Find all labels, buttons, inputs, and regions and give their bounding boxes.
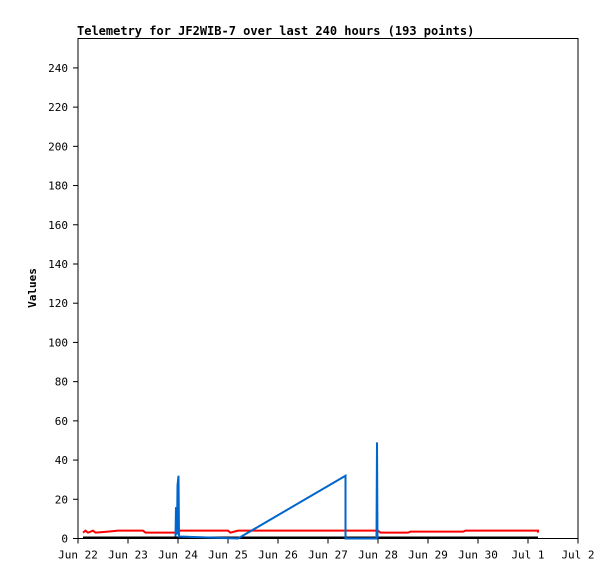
y-tick-label: 240	[48, 62, 68, 75]
y-tick-label: 0	[61, 533, 68, 546]
plot-frame	[77, 38, 579, 539]
chart-title: Telemetry for JF2WIB-7 over last 240 hou…	[77, 24, 474, 38]
y-tick-label: 120	[48, 297, 68, 310]
x-tick-label: Jun 25	[208, 549, 248, 562]
y-tick-label: 220	[48, 101, 68, 114]
x-tick-label: Jun 22	[58, 549, 98, 562]
y-axis: 0 20 40 60 80 100 120 140 160 180 200 220 240	[48, 62, 78, 546]
y-tick-label: 40	[55, 454, 68, 467]
series-3-line	[174, 442, 379, 540]
y-tick-label: 80	[55, 376, 68, 389]
x-tick-label: Jun 24	[158, 549, 198, 562]
y-tick-label: 180	[48, 180, 68, 193]
series-2-line	[82, 529, 539, 534]
y-tick-label: 140	[48, 258, 68, 271]
y-tick-label: 100	[48, 336, 68, 349]
y-tick-label: 20	[55, 493, 68, 506]
x-tick-label: Jun 30	[458, 549, 498, 562]
x-tick-label: Jun 27	[308, 549, 348, 562]
x-tick-label: Jun 26	[258, 549, 298, 562]
y-tick-label: 60	[55, 415, 68, 428]
y-tick-label: 160	[48, 219, 68, 232]
y-tick-label: 200	[48, 140, 68, 153]
x-tick-label: Jun 29	[408, 549, 448, 562]
x-tick-label: Jun 28	[358, 549, 398, 562]
series-layer	[82, 442, 539, 540]
x-axis: Jun 22 Jun 23 Jun 24 Jun 25 Jun 26 Jun 27 Jun …	[58, 538, 595, 562]
y-axis-label: Values	[26, 268, 39, 308]
x-tick-label: Jul 1	[511, 549, 544, 562]
x-tick-label: Jul 2	[561, 549, 594, 562]
x-tick-label: Jun 23	[108, 549, 148, 562]
